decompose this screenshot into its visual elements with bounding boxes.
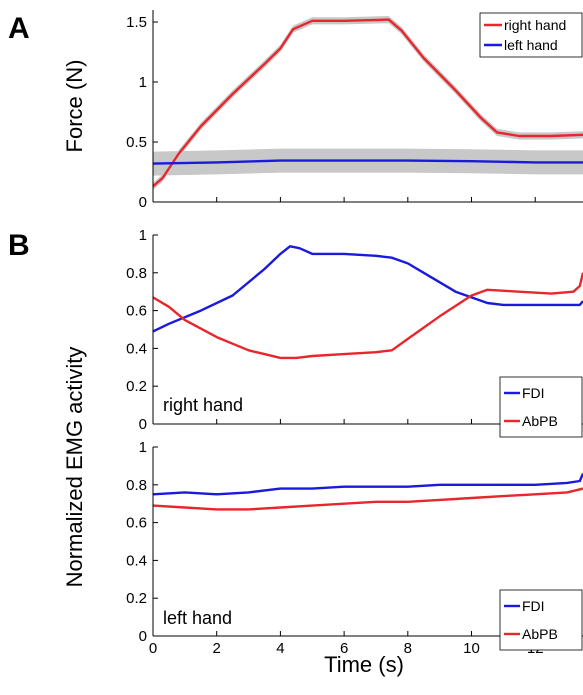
y-tick-label: 0.4 (126, 552, 147, 569)
y-tick-label: 0.2 (126, 590, 147, 607)
emg-ylabel: Normalized EMG activity (62, 347, 87, 588)
legend-box (499, 589, 583, 651)
x-tick-label: 6 (340, 640, 348, 657)
series-line-AbPB (152, 487, 583, 511)
legend-label-FDI: FDI (522, 385, 545, 401)
force-ylabel: Force (N) (62, 60, 87, 153)
legend-box (479, 12, 583, 58)
panel-a-letter: A (8, 12, 30, 45)
legend-label-left-hand: left hand (504, 37, 558, 53)
y-tick-label: 0 (139, 628, 147, 645)
y-tick-label: 0.6 (126, 515, 147, 532)
y-tick-label: 0 (139, 416, 147, 433)
series-line-FDI (152, 245, 583, 333)
series-line-left-hand (152, 159, 583, 165)
panel-b-letter: B (8, 229, 30, 262)
inner-label: left hand (163, 608, 232, 628)
legend-label-right-hand: right hand (504, 17, 566, 33)
time-xlabel: Time (s) (324, 652, 404, 677)
legend-box (499, 376, 583, 438)
series-line-AbPB (152, 272, 583, 360)
band-left-hand (153, 148, 583, 176)
y-tick-label: 0.6 (126, 303, 147, 320)
y-tick-label: 1 (139, 227, 147, 244)
chart-emg-right: 0 0.2 0.4 0.6 0.8 1 right hand FDI AbPB (126, 227, 583, 438)
plots-group: 0 0.5 1 1.5 Force (N) right hand left hand 0 0.2… (62, 10, 583, 657)
y-tick-label: 0.4 (126, 340, 147, 357)
y-tick-label: 0.2 (126, 378, 147, 395)
y-tick-label: 0.8 (126, 265, 147, 282)
series-line-right-hand (152, 18, 583, 188)
y-tick-label: 0.5 (126, 134, 147, 151)
inner-label: right hand (163, 395, 243, 415)
x-tick-label: 0 (149, 640, 157, 657)
x-tick-label: 2 (213, 640, 221, 657)
y-tick-label: 0.8 (126, 477, 147, 494)
y-tick-label: 1 (139, 439, 147, 456)
y-tick-label: 0 (139, 194, 147, 211)
legend-label-AbPB: AbPB (522, 626, 558, 642)
series-line-FDI (152, 473, 583, 496)
y-tick-label: 1 (139, 74, 147, 91)
x-tick-label: 10 (463, 640, 480, 657)
x-tick-label: 8 (404, 640, 412, 657)
y-tick-label: 1.5 (126, 14, 147, 31)
legend-label-FDI: FDI (522, 598, 545, 614)
x-tick-label: 4 (276, 640, 284, 657)
chart-force: 0 0.5 1 1.5 Force (N) right hand left hand (62, 10, 583, 211)
legend-label-AbPB: AbPB (522, 413, 558, 429)
